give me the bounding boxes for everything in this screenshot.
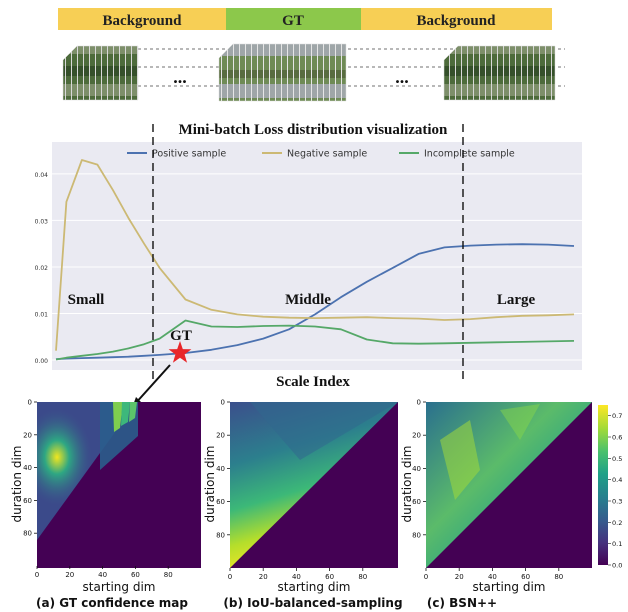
series-line-negative xyxy=(55,159,575,351)
x-tick-label: 40 xyxy=(488,573,497,581)
heatmap-a-xlabel: starting dim xyxy=(83,580,156,594)
gt-arrow xyxy=(132,364,171,408)
x-tick-label: 40 xyxy=(292,573,301,581)
loss-chart-title: Mini-batch Loss distribution visualizati… xyxy=(179,122,448,138)
frame-stack-left xyxy=(62,45,139,101)
y-tick-label: 60 xyxy=(216,498,225,506)
frame-stack-middle xyxy=(218,43,347,102)
x-tick-label: 0 xyxy=(35,571,39,579)
colorbar-tick-label: 0.6 xyxy=(612,434,622,442)
x-tick-label: 60 xyxy=(521,573,530,581)
x-tick-label: 80 xyxy=(554,573,563,581)
y-tick-label: 20 xyxy=(23,431,32,439)
heatmap-c-ylabel: duration dim xyxy=(400,446,414,523)
timeline-segment-background-left xyxy=(58,8,226,30)
heatmap-b: 0 20 40 60 80 0 20 40 60 80 starting dim duration… xyxy=(203,399,403,611)
ellipsis-left: ... xyxy=(173,67,187,87)
heatmap-c: 0 20 40 60 80 0 20 40 60 80 starting dim duration… xyxy=(400,399,622,611)
loss-chart-lines xyxy=(55,159,575,361)
colorbar-tick-label: 0.1 xyxy=(612,540,622,548)
heatmap-b-caption: (b) IoU-balanced-sampling xyxy=(223,596,402,610)
y-tick-label: 0.04 xyxy=(35,172,49,179)
y-tick-label: 60 xyxy=(412,498,421,506)
ellipsis-right: ... xyxy=(395,67,409,87)
region-label-large: Large xyxy=(497,292,536,308)
legend-label-incomplete: Incomplete sample xyxy=(424,149,515,160)
heatmap-c-xlabel: starting dim xyxy=(473,580,546,594)
y-tick-label: 40 xyxy=(412,465,421,473)
x-tick-label: 80 xyxy=(358,573,367,581)
timeline-label-gt: GT xyxy=(282,13,304,29)
loss-chart-y-ticks: 0.00 0.01 0.02 0.03 0.04 xyxy=(35,172,49,365)
colorbar-tick-label: 0.5 xyxy=(612,455,622,463)
x-tick-label: 60 xyxy=(131,571,140,579)
y-tick-label: 0.01 xyxy=(35,311,49,318)
region-label-middle: Middle xyxy=(285,292,331,308)
heatmap-a-axes: 0 20 40 60 80 0 20 40 60 80 xyxy=(23,399,173,580)
loss-chart: Mini-batch Loss distribution visualizati… xyxy=(35,122,582,390)
x-tick-label: 60 xyxy=(325,573,334,581)
legend-label-negative: Negative sample xyxy=(287,149,367,160)
x-tick-label: 80 xyxy=(164,571,173,579)
y-tick-label: 20 xyxy=(412,432,421,440)
x-tick-label: 20 xyxy=(455,573,464,581)
y-tick-label: 40 xyxy=(23,464,32,472)
y-tick-label: 0.02 xyxy=(35,265,49,272)
heatmap-a-caption: (a) GT confidence map xyxy=(36,596,188,610)
colorbar xyxy=(598,405,608,565)
loss-chart-plot-area xyxy=(52,142,582,370)
timeline-segment-background-right xyxy=(361,8,552,30)
x-tick-label: 20 xyxy=(259,573,268,581)
heatmap-c-caption: (c) BSN++ xyxy=(427,596,497,610)
video-frames: ... ... xyxy=(62,43,565,102)
region-label-small: Small xyxy=(68,292,105,308)
colorbar-tick-label: 0.4 xyxy=(612,476,622,484)
heatmap-b-axes: 0 20 40 60 80 0 20 40 60 80 xyxy=(216,399,367,582)
x-tick-label: 0 xyxy=(228,573,232,581)
x-tick-label: 20 xyxy=(65,571,74,579)
colorbar-tick-label: 0.0 xyxy=(612,562,622,570)
x-tick-label: 0 xyxy=(424,573,428,581)
loss-chart-legend: Positive sample Negative sample Incomple… xyxy=(127,149,515,160)
timeline-label-background-right: Background xyxy=(417,13,497,29)
y-tick-label: 80 xyxy=(23,530,32,538)
heatmap-a: 0 20 40 60 80 0 20 40 60 80 starting dim duration… xyxy=(10,399,201,610)
heatmap-c-axes: 0 20 40 60 80 0 20 40 60 80 xyxy=(412,399,563,582)
y-tick-label: 80 xyxy=(412,531,421,539)
heatmap-b-xlabel: starting dim xyxy=(278,580,351,594)
loss-chart-xlabel: Scale Index xyxy=(276,374,350,390)
y-tick-label: 0 xyxy=(28,399,32,407)
gt-annotation: GT xyxy=(170,328,192,344)
y-tick-label: 20 xyxy=(216,432,225,440)
frame-stack-right xyxy=(443,45,556,101)
y-tick-label: 0 xyxy=(221,399,225,407)
y-tick-label: 0.03 xyxy=(35,218,49,225)
heatmap-b-valid-region xyxy=(230,402,398,568)
legend-label-positive: Positive sample xyxy=(152,149,226,160)
x-tick-label: 40 xyxy=(98,571,107,579)
colorbar-tick-label: 0.3 xyxy=(612,498,622,506)
timeline-label-background-left: Background xyxy=(103,13,183,29)
colorbar-tick-label: 0.7 xyxy=(612,412,622,420)
loss-chart-grid xyxy=(52,173,582,361)
y-tick-label: 60 xyxy=(23,497,32,505)
y-tick-label: 80 xyxy=(216,531,225,539)
series-line-positive xyxy=(55,243,575,360)
timeline-segment-gt xyxy=(226,8,361,30)
gt-star-icon xyxy=(168,341,192,363)
series-line-incomplete xyxy=(55,319,575,361)
y-tick-label: 0.00 xyxy=(35,358,49,365)
heatmap-b-ylabel: duration dim xyxy=(203,446,217,523)
y-tick-label: 40 xyxy=(216,465,225,473)
timeline-bar: Background GT Background xyxy=(58,8,552,30)
colorbar-ticks: 0.0 0.1 0.2 0.3 0.4 0.5 0.6 0.7 xyxy=(608,412,622,570)
heatmap-a-ylabel: duration dim xyxy=(10,446,24,523)
y-tick-label: 0 xyxy=(417,399,421,407)
colorbar-tick-label: 0.2 xyxy=(612,519,622,527)
